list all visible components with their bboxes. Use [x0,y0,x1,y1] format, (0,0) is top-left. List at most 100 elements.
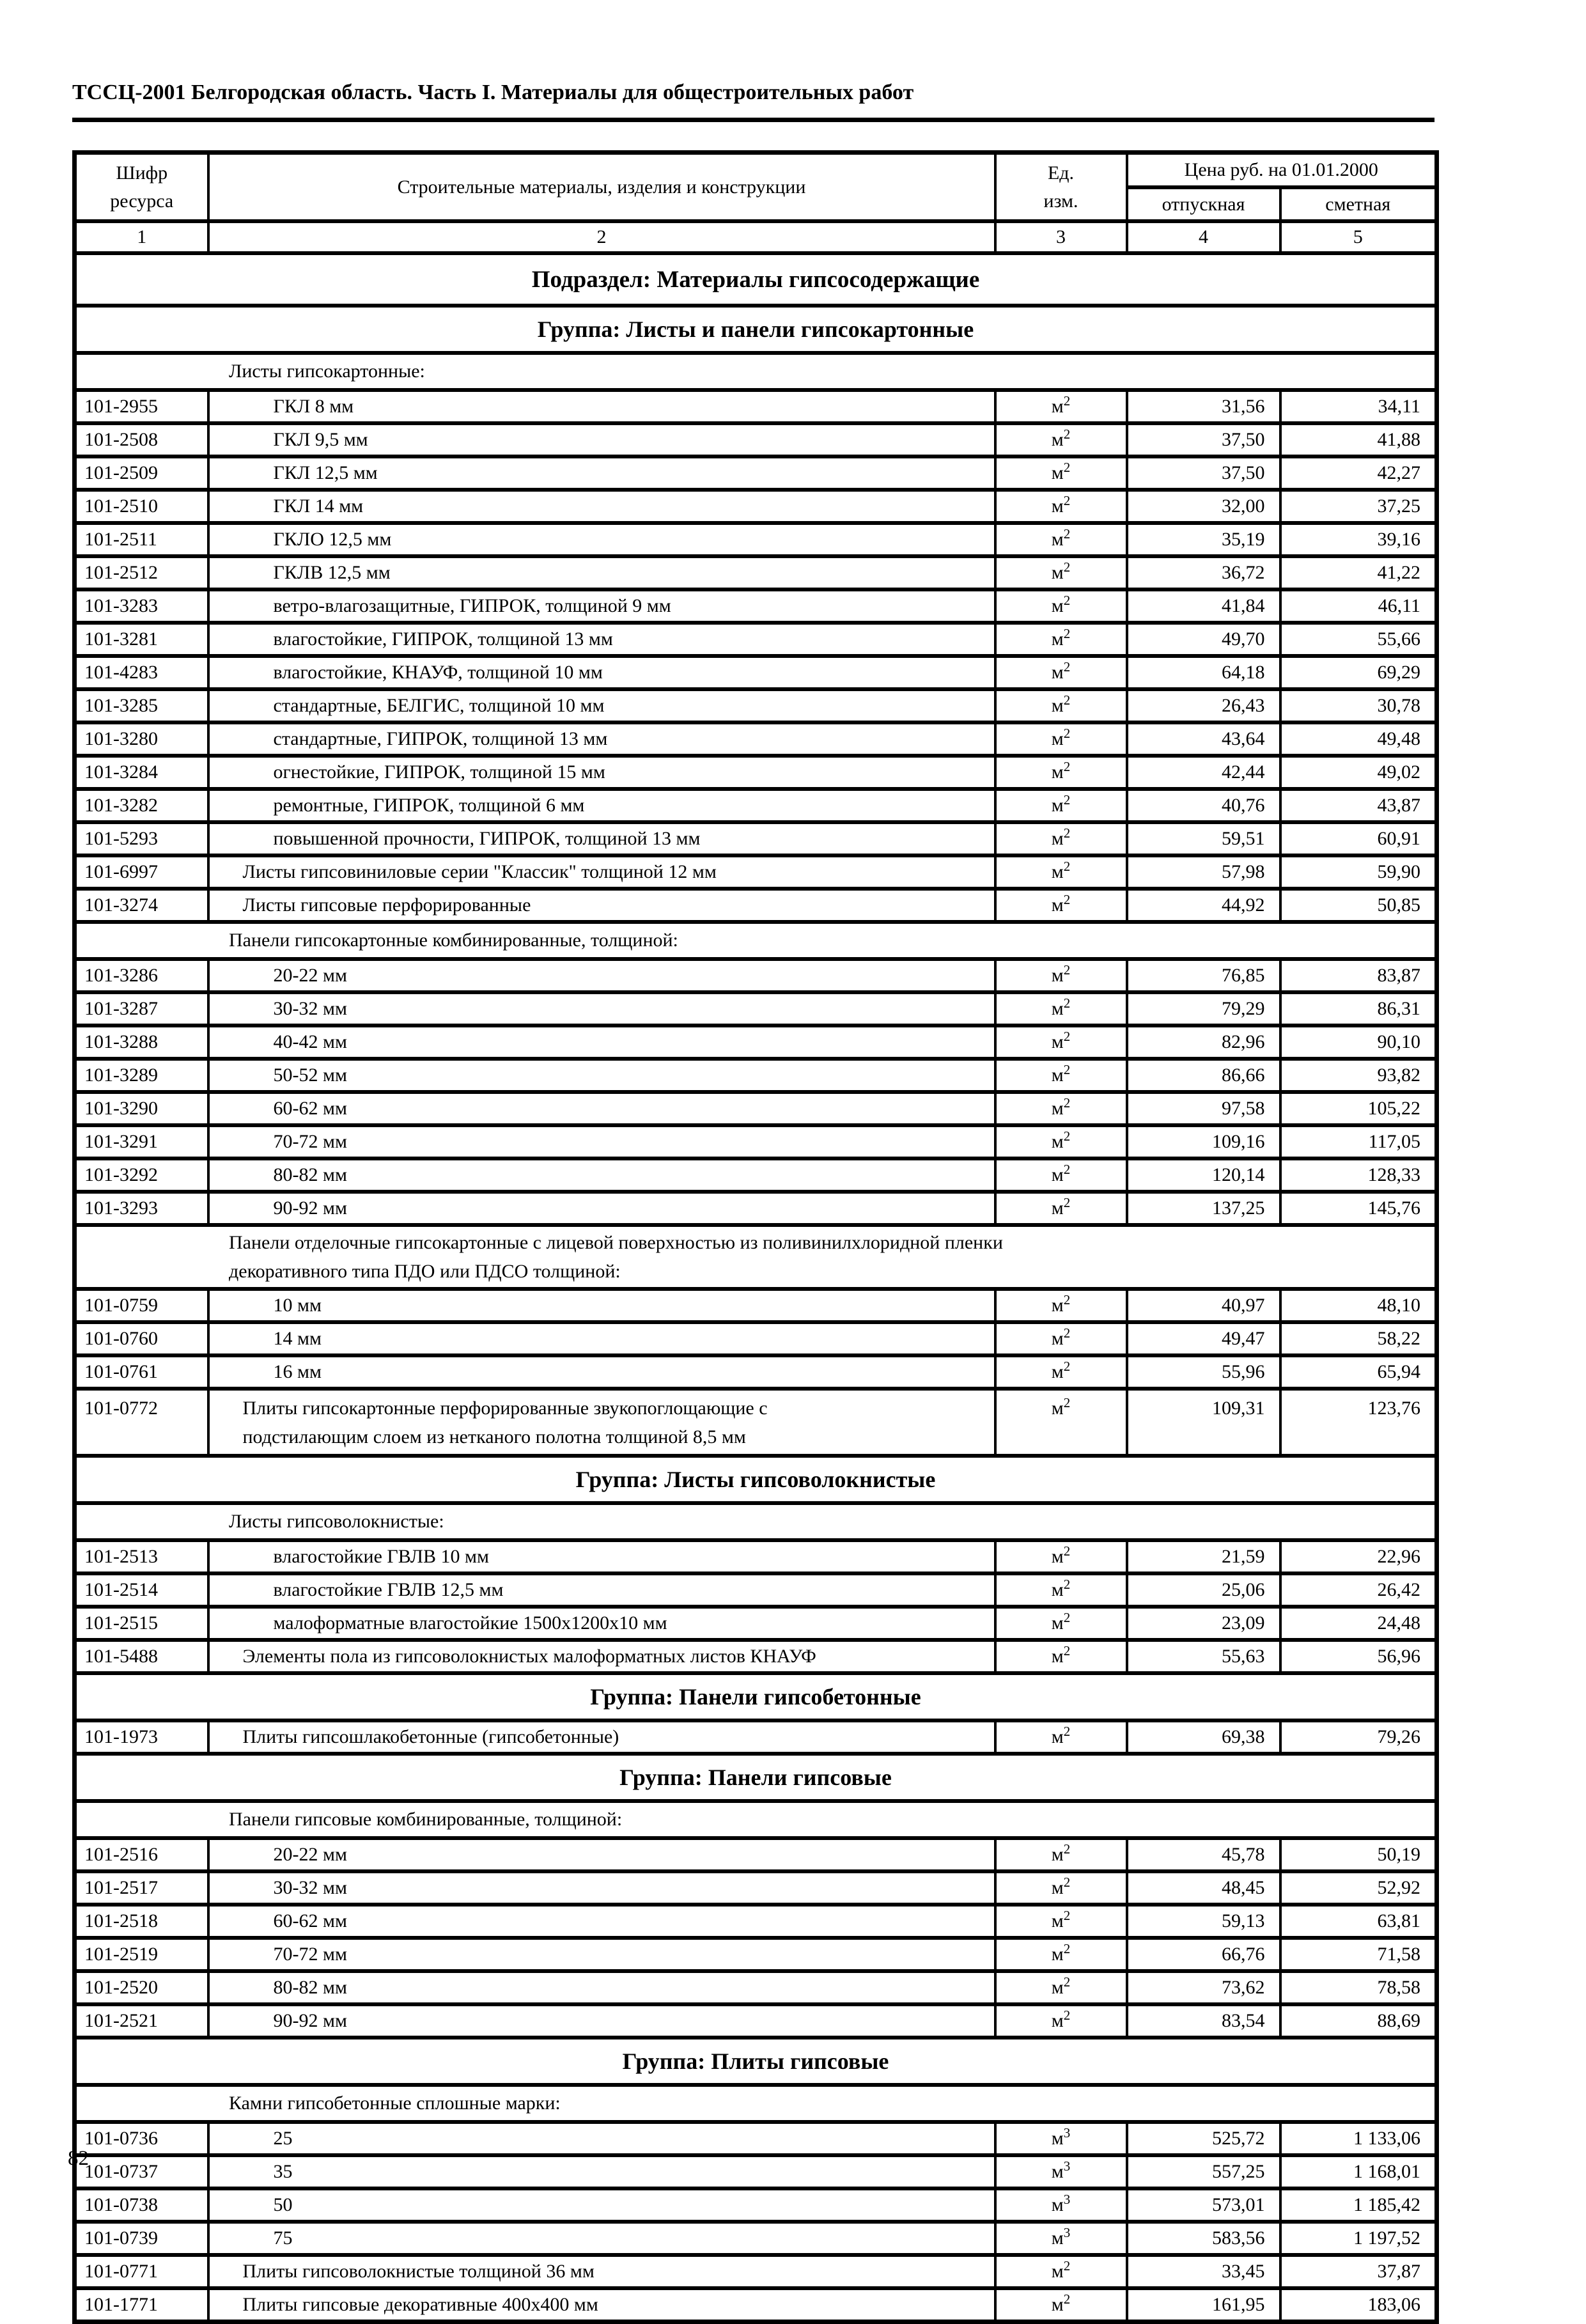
row-name-cell: Листы гипсовые перфорированные [206,887,997,923]
row-wholesale-cell: 40,97 [1125,1288,1282,1323]
row-unit-cell: м2 [993,1091,1128,1127]
header-price-group-cell: Цена руб. на 01.01.2000 [1125,151,1438,189]
row-wholesale-cell: 120,14 [1125,1157,1282,1193]
row-unit-cell: м2 [993,389,1128,425]
row-code-cell: 101-2517 [73,1870,210,1906]
table-row: 101-3285 стандартные, БЕЛГИС, толщиной 10… [73,688,1438,724]
row-code-cell: 101-2520 [73,1970,210,2006]
row-unit-cell: м2 [993,1387,1128,1457]
row-code-cell: 101-3282 [73,788,210,823]
row-name-cell: ветро-влагозащитные, ГИПРОК, толщиной 9 … [206,588,997,624]
header-materials-cell: Строительные материалы, изделия и констр… [206,151,997,222]
row-unit-cell: м2 [993,1157,1128,1193]
subheader-header-cell: Листы гипсокартонные: [73,352,1438,391]
row-name-cell: влагостойкие, ГИПРОК, толщиной 13 мм [206,621,997,657]
row-code-cell: 101-3293 [73,1190,210,1226]
row-code-cell: 101-0761 [73,1354,210,1390]
row-name-cell: 60-62 мм [206,1903,997,1939]
row-name-cell: 10 мм [206,1288,997,1323]
group-header-cell: Группа: Листы и панели гипсокартонные [73,304,1438,354]
row-name-cell: 20-22 мм [206,958,997,994]
table-row: 101-0739 75 м3 583,56 1 197,52 [73,2220,1438,2256]
column-number: 5 [1279,220,1438,254]
group-header-row: Группа: Листы и панели гипсокартонные [73,304,1438,354]
row-unit-cell: м2 [993,1837,1128,1873]
header-unit-cell: Ед. изм. [993,151,1128,222]
row-estimate-cell: 1 197,52 [1279,2220,1438,2256]
row-wholesale-cell: 26,43 [1125,688,1282,724]
row-unit-cell: м2 [993,1124,1128,1160]
row-name-cell: повышенной прочности, ГИПРОК, толщиной 1… [206,821,997,857]
row-unit-cell: м2 [993,821,1128,857]
row-unit-cell: м2 [993,655,1128,690]
row-estimate-cell: 183,06 [1279,2287,1438,2323]
row-estimate-cell: 48,10 [1279,1288,1438,1323]
row-name-cell: 75 [206,2220,997,2256]
section-header-cell: Подраздел: Материалы гипсосодержащие [73,252,1438,307]
row-name-cell: 35 [206,2154,997,2190]
row-wholesale-cell: 40,76 [1125,788,1282,823]
row-estimate-cell: 59,90 [1279,854,1438,890]
row-code-cell: 101-5488 [73,1639,210,1674]
row-estimate-cell: 58,22 [1279,1321,1438,1357]
table-row: 101-3288 40-42 мм м2 82,96 90,10 [73,1024,1438,1060]
column-number: 4 [1125,220,1282,254]
header-wholesale-cell: отпускная [1125,186,1282,222]
table-row: 101-2516 20-22 мм м2 45,78 50,19 [73,1837,1438,1873]
table-row: 101-3280 стандартные, ГИПРОК, толщиной 13… [73,721,1438,757]
row-wholesale-cell: 86,66 [1125,1057,1282,1093]
table-row: 101-3293 90-92 мм м2 137,25 145,76 [73,1190,1438,1226]
row-estimate-cell: 90,10 [1279,1024,1438,1060]
table-row: 101-2512 ГКЛВ 12,5 мм м2 36,72 41,22 [73,555,1438,591]
row-name-cell: ГКЛ 12,5 мм [206,455,997,491]
row-code-cell: 101-2515 [73,1605,210,1641]
row-name-cell: влагостойкие ГВЛВ 10 мм [206,1539,997,1575]
row-wholesale-cell: 583,56 [1125,2220,1282,2256]
row-wholesale-cell: 73,62 [1125,1970,1282,2006]
row-wholesale-cell: 57,98 [1125,854,1282,890]
table-row: 101-3283 ветро-влагозащитные, ГИПРОК, тол… [73,588,1438,624]
subheader-header-row: Панели гипсовые комбинированные, толщино… [73,1800,1438,1839]
table-row: 101-2508 ГКЛ 9,5 мм м2 37,50 41,88 [73,422,1438,458]
table-row: 101-5293 повышенной прочности, ГИПРОК, то… [73,821,1438,857]
row-name-cell: 50-52 мм [206,1057,997,1093]
row-wholesale-cell: 59,13 [1125,1903,1282,1939]
row-code-cell: 101-1771 [73,2287,210,2323]
row-unit-cell: м2 [993,1970,1128,2006]
row-unit-cell: м2 [993,1190,1128,1226]
row-name-cell: ремонтные, ГИПРОК, толщиной 6 мм [206,788,997,823]
row-estimate-cell: 60,91 [1279,821,1438,857]
row-estimate-cell: 1 185,42 [1279,2187,1438,2223]
table-row: 101-0737 35 м3 557,25 1 168,01 [73,2154,1438,2190]
row-code-cell: 101-2513 [73,1539,210,1575]
table-row: 101-3289 50-52 мм м2 86,66 93,82 [73,1057,1438,1093]
row-code-cell: 101-0736 [73,2121,210,2156]
row-estimate-cell: 52,92 [1279,1870,1438,1906]
table-row: 101-1973 Плиты гипсошлакобетонные (гипсоб… [73,1719,1438,1755]
table-row: 101-3292 80-82 мм м2 120,14 128,33 [73,1157,1438,1193]
row-code-cell: 101-0772 [73,1387,210,1457]
section-header-row: Подраздел: Материалы гипсосодержащие [73,252,1438,307]
row-code-cell: 101-0759 [73,1288,210,1323]
row-estimate-cell: 30,78 [1279,688,1438,724]
row-code-cell: 101-3286 [73,958,210,994]
row-name-cell: 90-92 мм [206,2003,997,2039]
row-estimate-cell: 65,94 [1279,1354,1438,1390]
row-estimate-cell: 128,33 [1279,1157,1438,1193]
row-unit-cell: м2 [993,854,1128,890]
row-unit-cell: м2 [993,2254,1128,2289]
table-row: 101-2514 влагостойкие ГВЛВ 12,5 мм м2 25,06… [73,1572,1438,1608]
row-wholesale-cell: 32,00 [1125,488,1282,524]
row-unit-cell: м3 [993,2220,1128,2256]
row-unit-cell: м2 [993,887,1128,923]
row-estimate-cell: 117,05 [1279,1124,1438,1160]
table-row: 101-4283 влагостойкие, КНАУФ, толщиной 10… [73,655,1438,690]
row-code-cell: 101-2521 [73,2003,210,2039]
column-number: 3 [993,220,1128,254]
page-title: ТССЦ-2001 Белгородская область. Часть I.… [72,81,914,104]
row-estimate-cell: 83,87 [1279,958,1438,994]
group-header-cell: Группа: Плиты гипсовые [73,2036,1438,2086]
row-code-cell: 101-3274 [73,887,210,923]
row-name-cell: малоформатные влагостойкие 1500х1200х10 … [206,1605,997,1641]
row-code-cell: 101-2511 [73,522,210,558]
